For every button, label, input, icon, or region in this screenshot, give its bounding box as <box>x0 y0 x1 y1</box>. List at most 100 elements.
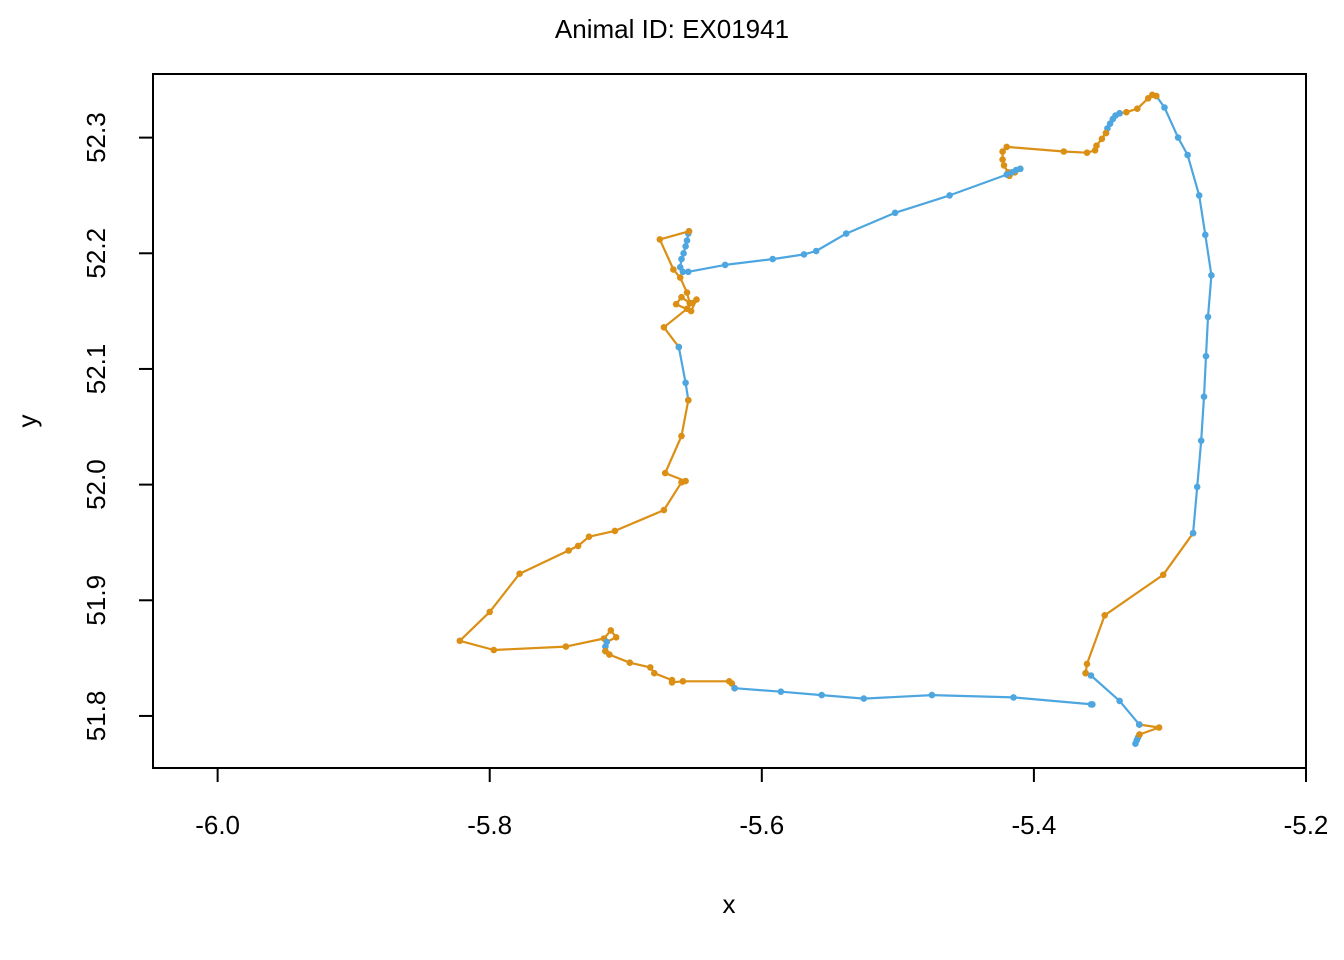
track-point-blue <box>675 343 683 351</box>
track-point-orange <box>678 479 685 486</box>
track-point-blue <box>1116 697 1123 705</box>
track-point-orange <box>490 646 498 654</box>
track-point-blue <box>777 688 785 695</box>
track-point-blue <box>769 255 776 263</box>
track-point-orange <box>1000 162 1008 169</box>
track-point-orange <box>683 289 691 296</box>
track-point-blue <box>602 643 609 650</box>
x-tick-label: -5.2 <box>1284 810 1329 840</box>
track-point-orange <box>678 432 685 440</box>
track-point-orange <box>689 299 696 307</box>
track-segment-blue <box>679 167 1022 273</box>
track-point-blue <box>1208 272 1215 279</box>
track-point-orange <box>676 274 684 281</box>
y-tick-label: 51.8 <box>81 691 111 742</box>
track-point-orange <box>565 547 572 554</box>
track-point-orange <box>562 643 570 650</box>
y-tick-label: 52.2 <box>81 228 111 279</box>
x-axis-title: x <box>723 889 736 919</box>
track-point-blue <box>800 251 808 258</box>
track-segment-blue <box>1084 672 1141 726</box>
track-point-orange <box>1060 148 1068 155</box>
plot-frame <box>152 73 1307 769</box>
track-point-blue <box>946 192 953 199</box>
track-point-blue <box>1136 721 1143 728</box>
track-point-blue <box>1200 393 1208 401</box>
track-point-orange <box>456 637 464 645</box>
track-point-orange <box>486 608 494 616</box>
track-point-orange <box>1144 95 1152 102</box>
y-tick-label: 52.3 <box>81 112 111 163</box>
track-point-orange <box>660 506 668 514</box>
track-point-orange <box>999 148 1006 155</box>
track-point-orange <box>1082 669 1089 677</box>
track-segment-blue <box>733 687 1094 706</box>
track-point-orange <box>685 228 693 235</box>
track-point-orange <box>1136 731 1143 738</box>
track-point-blue <box>721 261 729 269</box>
track-point-orange <box>678 293 685 301</box>
track-point-blue <box>1202 231 1209 239</box>
track-point-orange <box>611 527 619 535</box>
track-point-blue <box>1189 529 1197 537</box>
y-axis: 51.8 51.9 52.0 52.1 52.2 52.3 <box>81 112 153 741</box>
track-point-orange <box>626 659 634 666</box>
track-point-orange <box>679 678 687 685</box>
x-tick-label: -5.8 <box>467 810 512 840</box>
track-point-orange <box>1091 147 1099 154</box>
track-point-blue <box>680 250 687 257</box>
track-point-blue <box>812 247 820 255</box>
track-point-blue <box>1195 192 1203 199</box>
track-point-orange <box>999 156 1006 163</box>
chart-title: Animal ID: EX01941 <box>555 14 789 44</box>
track-point-orange <box>672 300 680 308</box>
track-point-orange <box>661 469 669 477</box>
track-segment-orange <box>1084 532 1195 675</box>
track-point-blue <box>1204 313 1212 321</box>
track-point-orange <box>1155 724 1163 731</box>
track-point-blue <box>818 691 825 699</box>
track-point-orange <box>516 570 523 577</box>
track-point-orange <box>1159 571 1167 579</box>
track-point-orange <box>607 627 615 634</box>
y-tick-label: 51.9 <box>81 575 111 626</box>
track-point-orange <box>1083 660 1091 668</box>
track-point-blue <box>676 263 684 271</box>
track-point-orange <box>1083 149 1091 156</box>
track-point-blue <box>678 255 685 263</box>
track-point-orange <box>1134 105 1141 112</box>
track-point-orange <box>670 266 677 273</box>
track-point-blue <box>1202 352 1210 360</box>
track-point-orange <box>660 324 668 331</box>
track-point-orange <box>574 542 582 550</box>
track-point-blue <box>1161 104 1168 111</box>
track-point-blue <box>682 379 689 387</box>
x-tick-label: -6.0 <box>195 810 240 840</box>
track-point-blue <box>842 230 850 237</box>
track-point-orange <box>606 651 613 658</box>
x-tick-label: -5.6 <box>739 810 784 840</box>
track-point-orange <box>585 533 593 540</box>
track-point-blue <box>682 243 689 250</box>
track-point-orange <box>612 634 620 641</box>
y-axis-title: y <box>12 415 42 428</box>
track-point-blue <box>1087 672 1095 679</box>
track-point-orange <box>683 305 691 313</box>
track-point-blue <box>731 684 738 692</box>
y-tick-label: 52.0 <box>81 459 111 510</box>
track-segment-orange <box>458 399 690 652</box>
track-point-blue <box>683 237 691 244</box>
track-point-blue <box>1008 169 1016 176</box>
track-point-orange <box>1102 129 1110 137</box>
track-point-orange <box>1123 108 1130 116</box>
track-point-blue <box>860 695 868 702</box>
track-point-blue <box>928 691 936 699</box>
track-point-blue <box>685 268 692 276</box>
track-point-orange <box>656 236 664 243</box>
track-point-blue <box>1087 701 1095 708</box>
track-point-blue <box>1193 483 1201 491</box>
track-point-blue <box>1003 171 1010 178</box>
track-point-orange <box>668 679 676 686</box>
track-point-orange <box>1101 612 1108 619</box>
x-tick-label: -5.4 <box>1011 810 1056 840</box>
